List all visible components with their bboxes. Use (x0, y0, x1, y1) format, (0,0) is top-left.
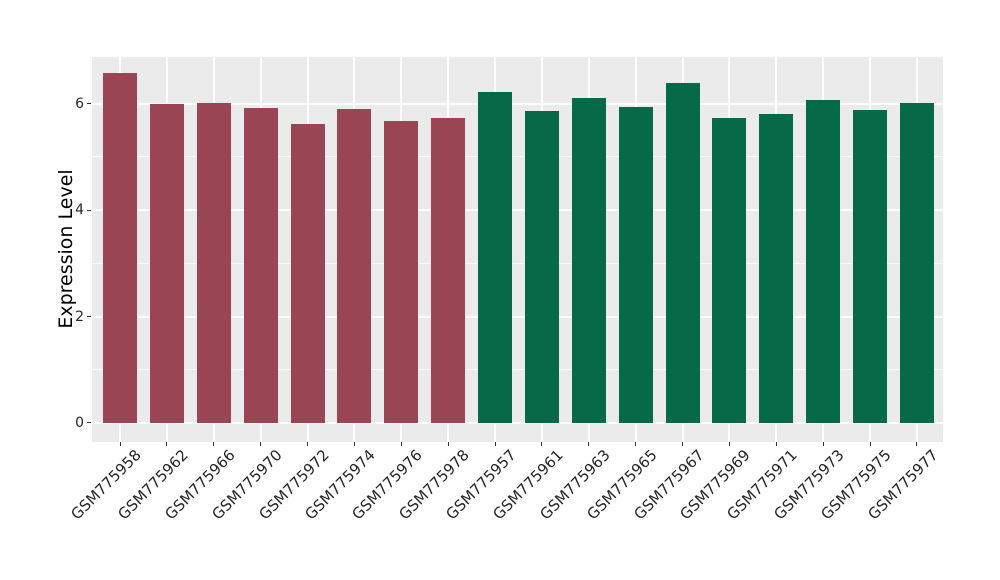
x-tick-mark (119, 442, 121, 446)
h-gridline-major (92, 315, 943, 318)
h-gridline-minor (92, 156, 943, 158)
x-tick-mark (869, 442, 871, 446)
x-tick-mark (588, 442, 590, 446)
y-tick-mark (87, 316, 91, 317)
bar-GSM775972 (290, 124, 325, 423)
y-tick-label: 2 (75, 308, 84, 325)
bar-GSM775973 (806, 100, 841, 423)
plot-panel (92, 57, 943, 442)
y-tick-label: 0 (75, 414, 84, 431)
x-tick-mark (353, 442, 355, 446)
bar-GSM775957 (478, 92, 513, 423)
bar-GSM775963 (571, 98, 606, 423)
x-tick-mark (213, 442, 215, 446)
y-axis-title: Expression Level (55, 169, 77, 329)
bar-GSM775958 (103, 73, 137, 423)
bar-GSM775970 (243, 107, 278, 423)
h-gridline-minor (92, 369, 943, 371)
bar-GSM775978 (431, 117, 466, 423)
bar-GSM775966 (196, 102, 231, 423)
h-gridline-minor (92, 262, 943, 264)
x-tick-mark (916, 442, 918, 446)
x-tick-mark (541, 442, 543, 446)
x-tick-mark (775, 442, 777, 446)
y-tick-label: 4 (75, 202, 84, 219)
bar-GSM775977 (899, 103, 934, 423)
x-tick-mark (400, 442, 402, 446)
x-tick-mark (822, 442, 824, 446)
y-tick-mark (87, 422, 91, 424)
y-tick-mark (87, 103, 91, 105)
bar-GSM775965 (618, 106, 653, 423)
x-tick-mark (682, 442, 684, 446)
bar-GSM775975 (853, 110, 888, 423)
x-tick-mark (307, 442, 309, 446)
bar-GSM775967 (665, 82, 700, 423)
x-tick-mark (447, 442, 449, 446)
bar-GSM775961 (524, 111, 559, 423)
bar-GSM775969 (712, 118, 747, 423)
x-tick-mark (728, 442, 730, 446)
x-tick-mark (166, 442, 168, 446)
h-gridline-major (92, 209, 943, 212)
y-tick-mark (87, 209, 91, 211)
y-tick-label: 6 (75, 95, 84, 112)
bar-GSM775962 (149, 104, 184, 423)
h-gridline-major (92, 421, 943, 424)
h-gridline-major (92, 102, 943, 105)
x-tick-label: GSM775977 (864, 446, 942, 524)
x-tick-mark (635, 442, 637, 446)
bar-GSM775976 (384, 121, 419, 423)
x-tick-mark (260, 442, 262, 446)
bar-GSM775971 (759, 114, 794, 423)
x-tick-mark (494, 442, 496, 446)
bar-GSM775974 (337, 108, 372, 423)
